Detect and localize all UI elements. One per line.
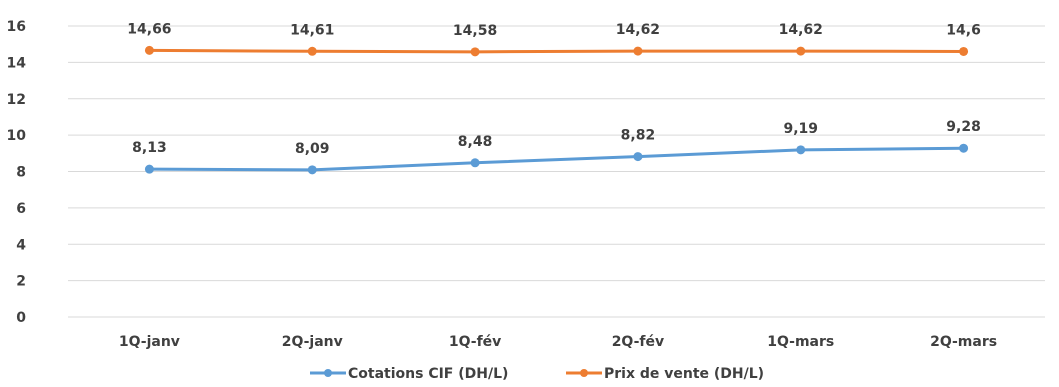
y-tick-label: 2 <box>16 274 26 290</box>
data-label: 14,62 <box>616 22 660 38</box>
x-tick-label: 1Q-mars <box>767 334 834 350</box>
data-label: 14,62 <box>779 22 823 38</box>
data-point <box>144 164 154 174</box>
y-tick-label: 8 <box>16 165 26 181</box>
data-label: 14,61 <box>290 22 334 38</box>
x-tick-label: 2Q-fév <box>612 334 664 350</box>
data-point <box>470 158 480 168</box>
data-label: 8,13 <box>132 140 167 156</box>
legend-marker <box>324 369 332 377</box>
legend-marker <box>580 369 588 377</box>
x-tick-label: 1Q-janv <box>119 334 180 350</box>
data-point <box>959 46 969 56</box>
legend-label: Cotations CIF (DH/L) <box>348 366 508 382</box>
data-label: 8,09 <box>295 141 330 157</box>
data-label: 14,6 <box>946 22 981 38</box>
data-point <box>307 165 317 175</box>
legend: Cotations CIF (DH/L) Prix de vente (DH/L) <box>310 366 764 382</box>
series-0: 8,13 8,09 8,48 8,82 9,19 9,28 <box>132 119 981 175</box>
data-point <box>144 45 154 55</box>
data-label: 8,48 <box>458 134 493 150</box>
y-axis: 0 2 4 6 8 10 12 14 16 <box>7 19 27 326</box>
series-line <box>149 146 964 172</box>
gridlines <box>68 25 1045 318</box>
legend-item-0: Cotations CIF (DH/L) <box>310 366 508 382</box>
data-point <box>796 46 806 56</box>
data-label: 9,28 <box>946 119 981 135</box>
y-tick-label: 12 <box>7 92 26 108</box>
series-1: 14,66 14,61 14,58 14,62 14,62 14,6 <box>127 21 981 57</box>
x-tick-label: 2Q-mars <box>930 334 997 350</box>
y-tick-label: 10 <box>7 128 27 144</box>
data-label: 8,82 <box>621 128 656 144</box>
data-point <box>959 143 969 153</box>
y-tick-label: 0 <box>16 310 26 326</box>
legend-item-1: Prix de vente (DH/L) <box>566 366 764 382</box>
data-point <box>796 145 806 155</box>
data-point <box>633 46 643 56</box>
y-tick-label: 14 <box>7 55 27 71</box>
y-tick-label: 6 <box>16 201 26 217</box>
data-point <box>470 47 480 57</box>
y-tick-label: 4 <box>16 237 26 253</box>
x-axis: 1Q-janv 2Q-janv 1Q-fév 2Q-fév 1Q-mars 2Q-mars <box>119 334 997 350</box>
data-label: 14,66 <box>127 21 171 37</box>
x-tick-label: 2Q-janv <box>282 334 343 350</box>
series-line <box>149 48 964 54</box>
data-label: 9,19 <box>783 121 818 137</box>
data-point <box>307 46 317 56</box>
x-tick-label: 1Q-fév <box>449 334 501 350</box>
y-tick-label: 16 <box>7 19 26 35</box>
data-label: 14,58 <box>453 23 497 39</box>
legend-label: Prix de vente (DH/L) <box>604 366 764 382</box>
data-point <box>633 152 643 162</box>
